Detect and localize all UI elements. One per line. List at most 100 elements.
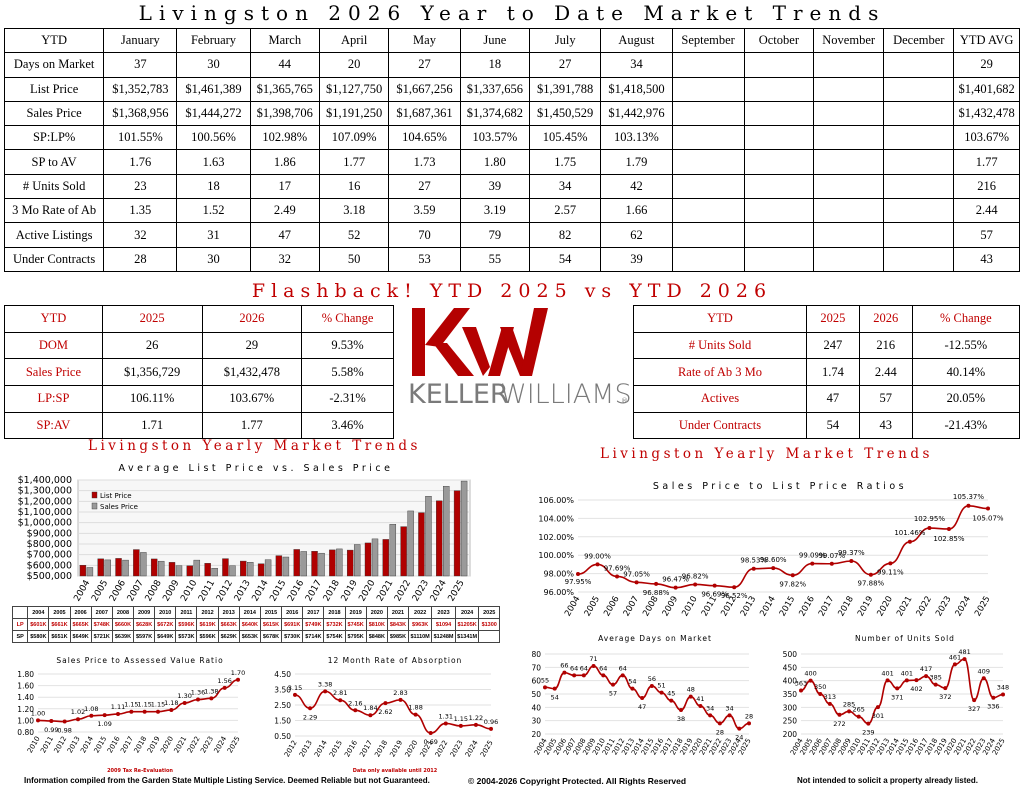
table-cell: 1.86 [249,149,320,175]
table-row: Under Contracts 28 30 32 50 53 55 54 39 43 [3,246,1020,272]
year-cell: 2008 [111,606,135,619]
y-tick-label: 200 [783,730,798,739]
x-tick-label: 2014 [758,595,777,619]
lp-cell: $663K [217,618,240,631]
chart-note: 2009 Tax Re-Evaluation [107,768,173,774]
column-header: 2026 [201,305,303,333]
data-label: 57 [609,690,617,698]
sp-cell: $1248M [431,630,456,643]
data-point [790,573,795,578]
table-row: LP:SP 106.11% 103.67% -2.31% [4,385,394,413]
data-point [708,713,713,718]
data-label: 3.15 [288,684,302,692]
y-tick-label: 2.50 [274,701,291,710]
row-label: LP:SP [4,385,103,413]
data-label: 99.09% [799,552,826,560]
data-label: 363 [795,680,807,688]
bar-sales-price [104,559,111,577]
lp-cell: $619K [196,618,219,631]
table-cell: 1.74 [805,358,860,387]
row-label: Days on Market [3,52,105,78]
column-header: 2025 [101,305,203,333]
data-label: 1.22 [469,714,483,722]
sp-cell: $678K [259,630,283,643]
data-point [89,713,94,718]
lp-cell: $660K [111,618,135,631]
table-cell [743,149,815,175]
table-cell: 1.80 [459,149,531,175]
y-tick-label: 106.00% [538,496,574,505]
y-tick-label: 4.50 [274,670,291,679]
data-label: 1.02 [71,708,85,716]
data-point [615,574,620,579]
data-point [62,719,67,724]
data-label: 2.29 [303,713,317,721]
data-label: 1.11 [111,703,125,711]
table-cell: 52 [318,222,390,248]
data-point [688,694,693,699]
table-cell: 3.59 [388,198,461,224]
table-cell [671,100,745,127]
footer-solicitation: Not intended to solicit a property alrea… [797,776,978,785]
chart-absorption: 12 Month Rate of Absorption 4.50 3.50 2.50 1… [274,656,498,774]
year-cell: 2017 [302,606,325,619]
column-header: April [318,27,390,54]
x-tick-label: 2007 [622,595,641,619]
column-header: July [529,27,602,54]
table-cell [883,198,955,224]
table-row: Active Listings 32 31 47 52 70 79 82 62 57 [3,222,1020,248]
x-tick-label: 2019 [388,739,404,758]
data-label: 98.60% [760,556,787,564]
data-label: 101.46% [894,529,925,537]
y-tick-label: 1.40 [17,693,34,702]
table-cell: 1.35 [103,198,178,224]
lp-cell: $640K [238,618,261,631]
table-cell: $1,191,250 [318,100,390,127]
data-label: 71 [589,655,597,663]
monthly-table: YTD January February March April May June July A… [3,27,1020,272]
table-cell: 37 [103,52,178,78]
sp-cell: $1341M [454,630,480,643]
table-cell: 103.13% [600,125,673,151]
y-tick-label: 350 [783,690,798,699]
data-label: 2.62 [378,708,392,716]
data-label: 48 [687,686,695,694]
year-cell: 2014 [238,606,261,619]
data-label: 2.83 [393,689,407,697]
data-label: 1.15 [151,701,165,709]
data-point [368,713,373,718]
table-cell: 47 [249,222,320,248]
data-label: 96.88% [643,589,670,597]
x-tick-label: 2023 [934,595,953,619]
y-tick-label: $1,300,000 [18,486,72,497]
data-point [630,686,635,691]
table-cell: $1,365,765 [249,76,320,102]
data-point [952,662,957,667]
data-point [293,692,297,697]
data-label: 24 [735,734,743,742]
x-tick-label: 2015 [778,595,797,619]
price-summary-table: 2004 2005 2006 2007 2008 2009 2010 2011 2012 2013… [11,606,500,643]
data-label: 1.38 [204,687,218,695]
table-cell: $1,418,500 [600,76,673,102]
lp-cell: $748K [90,618,113,631]
row-label: Active Listings [3,222,105,248]
data-point [323,689,328,694]
legend-swatch [91,502,98,510]
x-tick-label: 2005 [90,579,110,604]
table-cell: 31 [176,222,251,248]
x-tick-label: 2018 [373,739,389,758]
data-point [102,713,107,718]
data-point [827,701,832,706]
table-cell [883,222,955,248]
column-header: % Change [911,305,1021,333]
table-row: SP to AV 1.76 1.63 1.86 1.77 1.73 1.80 1.75 1.79… [3,149,1020,175]
table-cell [883,173,955,200]
x-tick-label: 2022 [915,595,934,619]
year-cell: 2004 [27,606,50,619]
lp-cell: $601K [27,618,50,631]
year-cell: 2016 [281,606,304,619]
table-cell: 216 [858,331,913,360]
sp-cell: $721K [90,630,113,643]
data-label: 0.69 [423,738,437,746]
